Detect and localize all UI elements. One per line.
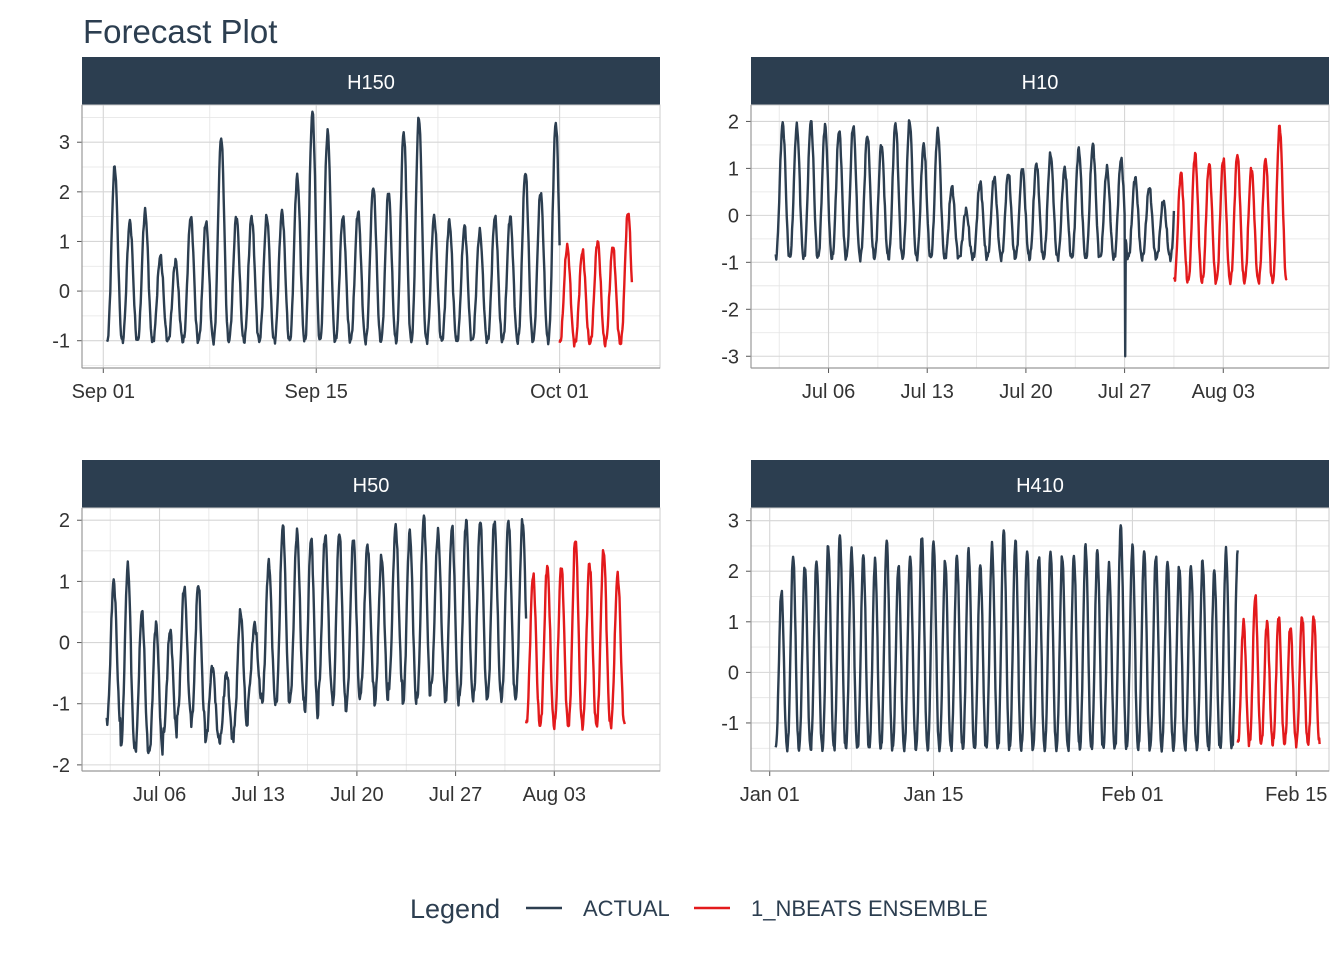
legend: Legend ACTUAL 1_NBEATS ENSEMBLE [410, 894, 988, 924]
y-tick-label: 0 [728, 205, 739, 227]
facet-h10: H10 -3 -2 -1 0 1 2 Jul 06 Jul 13 Jul 20 Jul 27 Aug … [721, 57, 1329, 403]
x-tick-label: Sep 15 [285, 381, 348, 403]
x-tick-label: Aug 03 [523, 784, 586, 806]
series-line-actual [107, 112, 559, 345]
series-line-forecast [560, 214, 632, 347]
y-tick-label: 2 [728, 111, 739, 133]
x-tick-label: Jul 13 [232, 784, 285, 806]
series-line-forecast [526, 542, 625, 730]
facet-h50: H50 -2 -1 0 1 2 Jul 06 Jul 13 Jul 20 Jul 27 Aug 03 [52, 460, 660, 806]
series-line-actual [107, 516, 526, 755]
facet-strip-label: H150 [347, 72, 395, 94]
x-tick-label: Jan 01 [740, 784, 800, 806]
series-line-forecast [1238, 595, 1320, 747]
y-tick-label: -1 [721, 252, 739, 274]
y-tick-label: -2 [721, 299, 739, 321]
facet-strip-label: H50 [353, 475, 390, 497]
x-tick-label: Feb 15 [1265, 784, 1327, 806]
x-tick-label: Jul 13 [901, 381, 954, 403]
x-tick-label: Feb 01 [1101, 784, 1163, 806]
facet-strip-label: H410 [1016, 475, 1064, 497]
legend-title: Legend [410, 894, 500, 924]
series-line-actual [776, 525, 1238, 751]
y-tick-label: 3 [59, 132, 70, 154]
chart-title: Forecast Plot [83, 13, 277, 50]
y-tick-label: 0 [59, 281, 70, 303]
x-tick-label: Jan 15 [903, 784, 963, 806]
x-tick-label: Jul 06 [133, 784, 186, 806]
facet-h150: H150 -1 0 1 2 3 Sep 01 Sep 15 Oct 01 [52, 57, 660, 403]
x-tick-label: Jul 20 [999, 381, 1052, 403]
y-tick-label: 2 [59, 510, 70, 532]
y-tick-label: -1 [52, 694, 70, 716]
facet-panels: H150 -1 0 1 2 3 Sep 01 Sep 15 Oct 01 H10 -3 -2 -1 0 1 2… [52, 57, 1329, 806]
y-tick-label: -1 [721, 713, 739, 735]
legend-label-actual: ACTUAL [583, 896, 670, 921]
y-tick-label: 1 [728, 158, 739, 180]
x-tick-label: Jul 27 [429, 784, 482, 806]
y-tick-label: 1 [59, 571, 70, 593]
y-tick-label: 0 [728, 662, 739, 684]
y-tick-label: 1 [728, 612, 739, 634]
x-tick-label: Oct 01 [530, 381, 589, 403]
facet-strip-label: H10 [1022, 72, 1059, 94]
x-tick-label: Jul 06 [802, 381, 855, 403]
y-tick-label: 1 [59, 231, 70, 253]
y-tick-label: 2 [728, 561, 739, 583]
x-tick-label: Jul 27 [1098, 381, 1151, 403]
x-tick-label: Sep 01 [72, 381, 135, 403]
legend-label-forecast: 1_NBEATS ENSEMBLE [751, 896, 988, 921]
y-tick-label: 3 [728, 511, 739, 533]
y-tick-label: -2 [52, 755, 70, 777]
y-tick-label: -1 [52, 331, 70, 353]
series-line-actual [776, 120, 1174, 356]
y-tick-label: 0 [59, 633, 70, 655]
series-line-forecast [1174, 126, 1287, 284]
facet-h410: H410 -1 0 1 2 3 Jan 01 Jan 15 Feb 01 Feb 15 [721, 460, 1329, 806]
y-tick-label: -3 [721, 346, 739, 368]
y-tick-label: 2 [59, 182, 70, 204]
x-tick-label: Aug 03 [1192, 381, 1255, 403]
x-tick-label: Jul 20 [330, 784, 383, 806]
